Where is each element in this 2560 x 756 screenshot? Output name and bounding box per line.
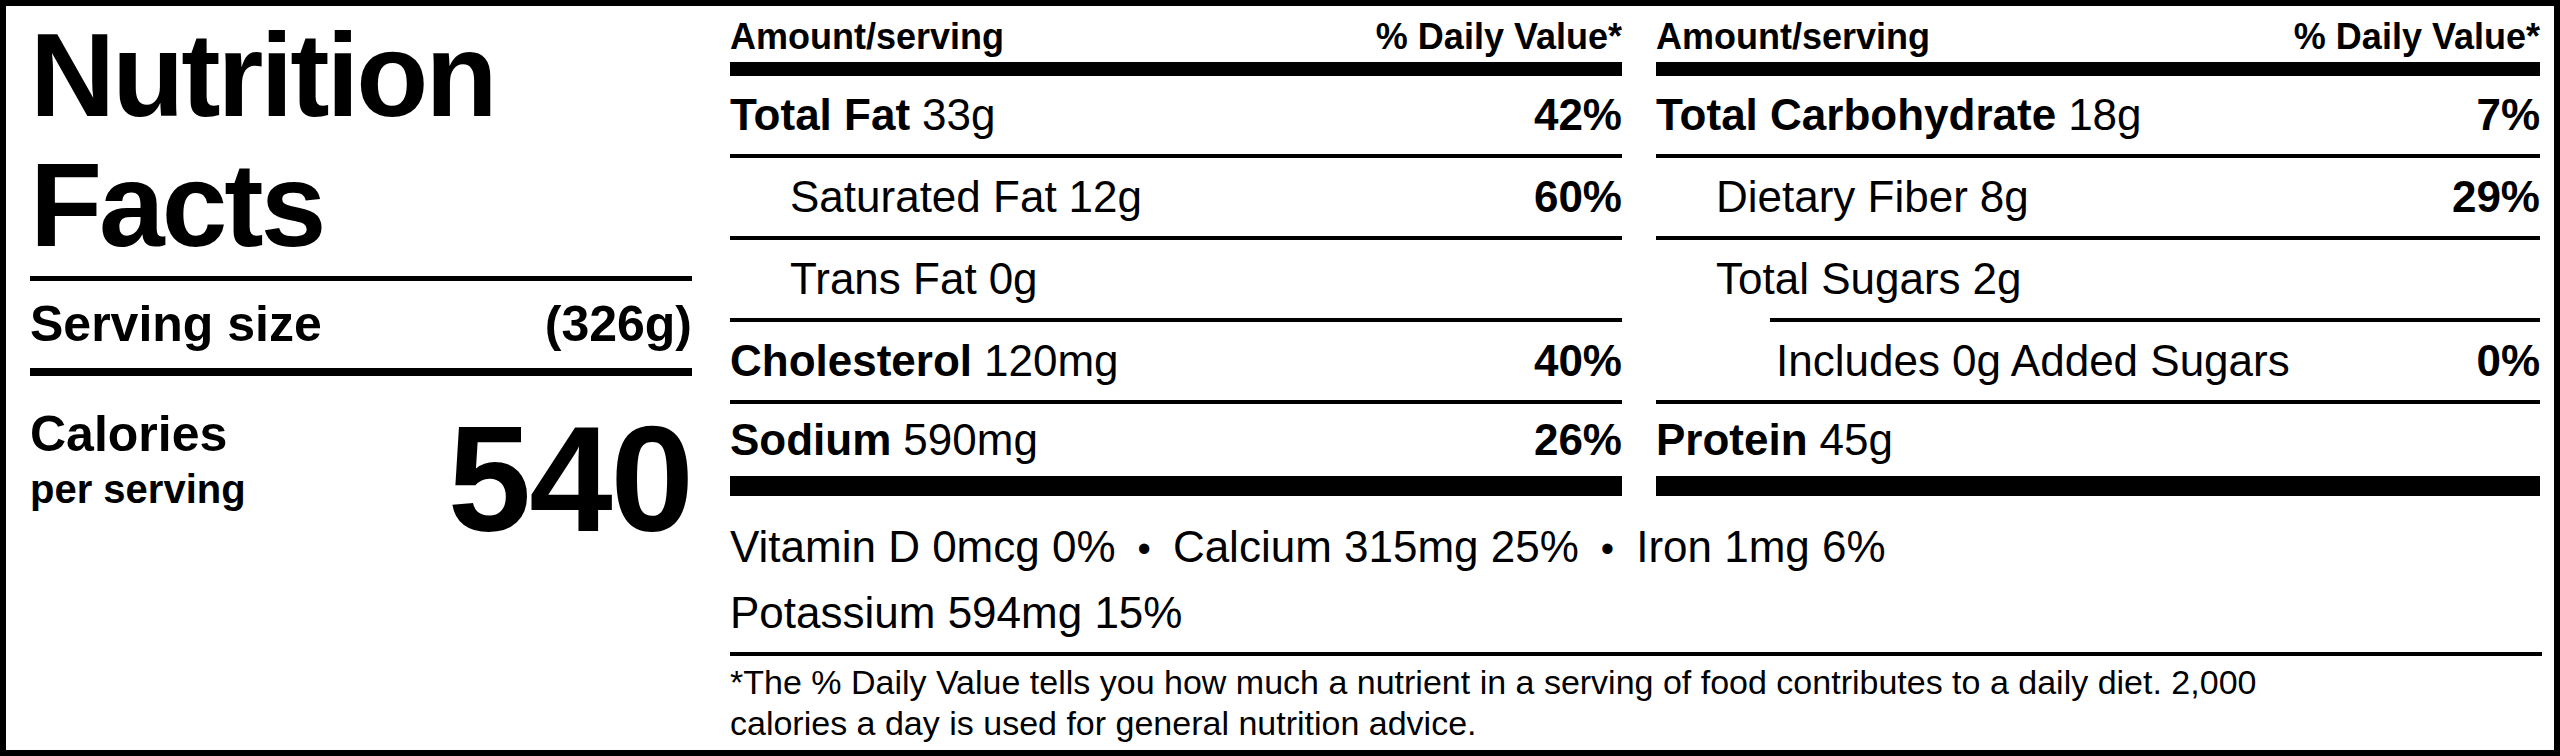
nutrient-name: Cholesterol bbox=[730, 336, 972, 386]
micronutrients-line-1: Vitamin D 0mcg 0% • Calcium 315mg 25% • Iron… bbox=[730, 512, 2546, 578]
micronutrient-item: Calcium 315mg 25% bbox=[1173, 522, 1579, 571]
nutrient-amount: 8g bbox=[1980, 172, 2029, 222]
nutrient-name-group: Saturated Fat12g bbox=[730, 172, 1142, 222]
serving-size-value: (326g) bbox=[545, 295, 692, 353]
divider bbox=[30, 368, 692, 376]
calories-label: Calories bbox=[30, 404, 246, 464]
nutrient-row: Total Carbohydrate18g 7% bbox=[1656, 76, 2540, 154]
nutrient-column-carb-protein: Amount/serving % Daily Value* Total Carb… bbox=[1656, 14, 2540, 496]
amount-serving-header: Amount/serving bbox=[1656, 16, 1930, 58]
amount-serving-header: Amount/serving bbox=[730, 16, 1004, 58]
daily-value: 60% bbox=[1534, 172, 1622, 222]
serving-size-row: Serving size (326g) bbox=[30, 290, 692, 358]
nutrient-row: Trans Fat0g bbox=[730, 240, 1622, 318]
nutrient-name-group: Total Carbohydrate18g bbox=[1656, 90, 2142, 140]
nutrient-amount: 0g bbox=[989, 254, 1038, 304]
daily-value: 29% bbox=[2452, 172, 2540, 222]
nutrient-amount: 33g bbox=[922, 90, 995, 140]
nutrient-name-group: Dietary Fiber8g bbox=[1656, 172, 2029, 222]
daily-value: 0% bbox=[2476, 336, 2540, 386]
nutrient-name: Sodium bbox=[730, 415, 891, 465]
nutrient-amount: 18g bbox=[2068, 90, 2141, 140]
nutrient-name: Includes 0g Added Sugars bbox=[1776, 336, 2290, 386]
micronutrients-line-2: Potassium 594mg 15% bbox=[730, 578, 2546, 642]
nutrient-name: Total Carbohydrate bbox=[1656, 90, 2056, 140]
nutrient-name-group: Trans Fat0g bbox=[730, 254, 1038, 304]
nutrient-name-group: Total Sugars2g bbox=[1656, 254, 2022, 304]
thick-bar bbox=[730, 62, 1622, 76]
column-header: Amount/serving % Daily Value* bbox=[730, 14, 1622, 58]
micronutrient-item: Iron 1mg 6% bbox=[1636, 522, 1885, 571]
daily-value-header: % Daily Value* bbox=[2294, 16, 2540, 58]
nutrient-row: Protein45g bbox=[1656, 404, 2540, 476]
nutrient-amount: 45g bbox=[1820, 415, 1893, 465]
daily-value-header: % Daily Value* bbox=[1376, 16, 1622, 58]
footnote-line-2: calories a day is used for general nutri… bbox=[730, 703, 2554, 744]
nutrient-name: Dietary Fiber bbox=[1716, 172, 1968, 222]
daily-value: 40% bbox=[1534, 336, 1622, 386]
nutrient-name-group: Includes 0g Added Sugars bbox=[1656, 336, 2290, 386]
nutrient-name: Total Sugars bbox=[1716, 254, 1961, 304]
nutrient-column-fat-sodium: Amount/serving % Daily Value* Total Fat3… bbox=[730, 14, 1622, 496]
nutrient-row: Dietary Fiber8g 29% bbox=[1656, 158, 2540, 236]
thick-bar bbox=[1656, 62, 2540, 76]
nutrient-row: Sodium590mg 26% bbox=[730, 404, 1622, 476]
micronutrient-item: Vitamin D 0mcg 0% bbox=[730, 522, 1116, 571]
nutrition-facts-label: Nutrition Facts Serving size (326g) Calo… bbox=[0, 0, 2560, 756]
nutrient-name-group: Cholesterol120mg bbox=[730, 336, 1119, 386]
nutrient-name: Total Fat bbox=[730, 90, 910, 140]
footnote-line-1: *The % Daily Value tells you how much a … bbox=[730, 662, 2554, 703]
calories-value: 540 bbox=[448, 410, 692, 548]
divider bbox=[30, 276, 692, 281]
daily-value: 7% bbox=[2476, 90, 2540, 140]
daily-value-footnote: *The % Daily Value tells you how much a … bbox=[730, 662, 2554, 744]
serving-size-label: Serving size bbox=[30, 295, 322, 353]
nutrient-amount: 2g bbox=[1973, 254, 2022, 304]
page-title: Nutrition Facts bbox=[30, 10, 710, 270]
nutrient-amount: 590mg bbox=[903, 415, 1038, 465]
nutrient-amount: 12g bbox=[1069, 172, 1142, 222]
daily-value: 26% bbox=[1534, 415, 1622, 465]
calories-labels: Calories per serving bbox=[30, 398, 246, 514]
micronutrient-item: Potassium 594mg 15% bbox=[730, 588, 1182, 637]
thick-bar bbox=[1656, 476, 2540, 496]
nutrient-amount: 120mg bbox=[984, 336, 1119, 386]
thick-bar bbox=[730, 476, 1622, 496]
bullet-separator: • bbox=[1138, 520, 1151, 578]
nutrient-name-group: Total Fat33g bbox=[730, 90, 995, 140]
nutrient-name: Saturated Fat bbox=[790, 172, 1057, 222]
calories-section: Calories per serving 540 bbox=[30, 398, 692, 548]
nutrient-name-group: Sodium590mg bbox=[730, 415, 1038, 465]
divider bbox=[730, 652, 2542, 656]
calories-sublabel: per serving bbox=[30, 464, 246, 514]
nutrient-row: Total Sugars2g bbox=[1656, 240, 2540, 318]
nutrient-row: Total Fat33g 42% bbox=[730, 76, 1622, 154]
daily-value: 42% bbox=[1534, 90, 1622, 140]
nutrient-name-group: Protein45g bbox=[1656, 415, 1893, 465]
title-line-1: Nutrition bbox=[30, 10, 710, 140]
nutrient-row: Includes 0g Added Sugars 0% bbox=[1656, 322, 2540, 400]
micronutrients-section: Vitamin D 0mcg 0% • Calcium 315mg 25% • Iron… bbox=[730, 512, 2546, 642]
column-header: Amount/serving % Daily Value* bbox=[1656, 14, 2540, 58]
nutrient-row: Cholesterol120mg 40% bbox=[730, 322, 1622, 400]
nutrient-name: Trans Fat bbox=[790, 254, 977, 304]
title-line-2: Facts bbox=[30, 140, 710, 270]
bullet-separator: • bbox=[1601, 520, 1614, 578]
nutrient-row: Saturated Fat12g 60% bbox=[730, 158, 1622, 236]
nutrient-name: Protein bbox=[1656, 415, 1808, 465]
